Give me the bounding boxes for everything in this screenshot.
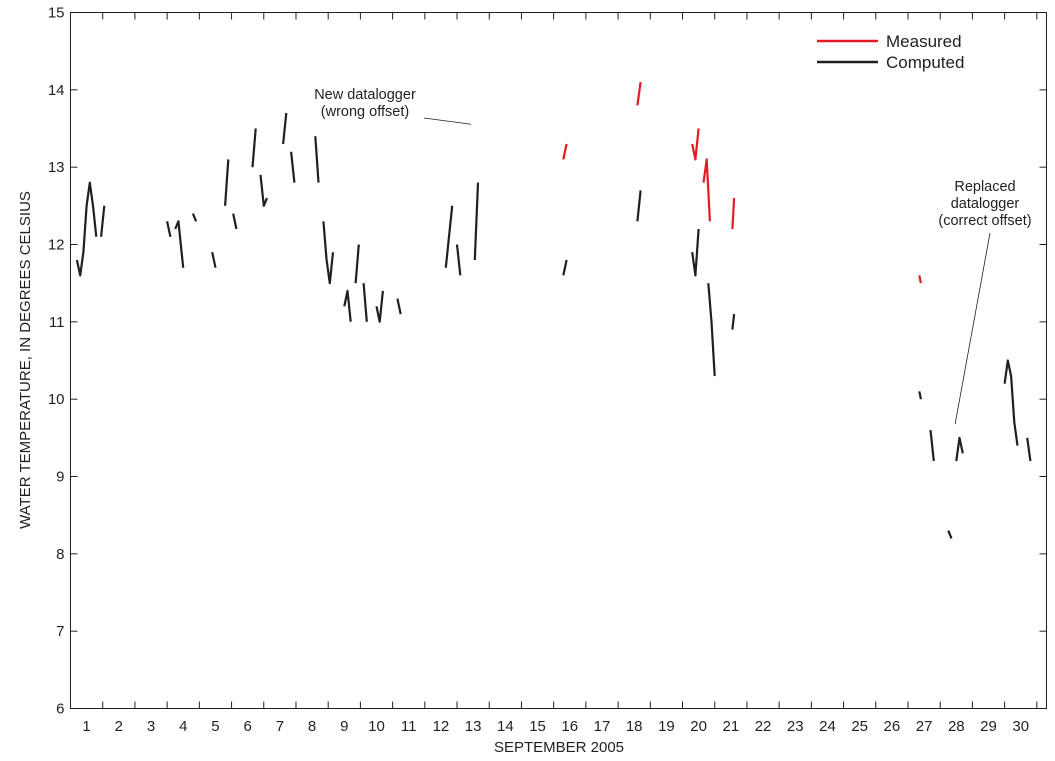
x-tick-label: 2 xyxy=(115,718,123,735)
x-tick-label: 3 xyxy=(147,718,155,735)
y-tick-label: 9 xyxy=(56,469,64,486)
x-tick-label: 1 xyxy=(82,718,90,735)
x-tick-label: 14 xyxy=(497,718,514,735)
y-tick-label: 10 xyxy=(48,391,65,408)
y-tick-label: 13 xyxy=(48,159,65,176)
x-tick-label: 13 xyxy=(465,718,482,735)
x-tick-label: 28 xyxy=(948,718,965,735)
series-line-computed xyxy=(77,113,1047,538)
annotation-replaced-datalogger: (correct offset) xyxy=(938,213,1031,229)
x-tick-label: 9 xyxy=(340,718,348,735)
y-tick-label: 8 xyxy=(56,546,64,563)
x-tick-label: 12 xyxy=(433,718,450,735)
x-tick-label: 4 xyxy=(179,718,187,735)
x-tick-label: 17 xyxy=(594,718,611,735)
y-tick-label: 6 xyxy=(56,701,64,718)
x-tick-label: 25 xyxy=(851,718,868,735)
legend-label-computed: Computed xyxy=(886,53,964,72)
x-tick-label: 27 xyxy=(916,718,933,735)
plot-frame xyxy=(70,12,1047,709)
y-tick-label: 14 xyxy=(48,82,65,99)
x-tick-label: 8 xyxy=(308,718,316,735)
series-line-measured xyxy=(563,82,951,430)
x-tick-label: 6 xyxy=(243,718,251,735)
x-tick-label: 22 xyxy=(755,718,772,735)
x-tick-label: 15 xyxy=(529,718,546,735)
annotations: New datalogger(wrong offset) Replaceddata… xyxy=(314,87,1032,425)
x-tick-label: 21 xyxy=(722,718,739,735)
annotation-leader-replaced xyxy=(954,232,991,425)
y-tick-label: 11 xyxy=(49,314,65,331)
x-tick-label: 11 xyxy=(401,718,417,735)
y-tick-label: 15 xyxy=(48,5,65,22)
y-axis-title: WATER TEMPERATURE, IN DEGREES CELSIUS xyxy=(17,191,34,529)
x-tick-label: 16 xyxy=(561,718,578,735)
annotation-new-datalogger: New datalogger xyxy=(314,87,416,103)
y-tick-label: 12 xyxy=(48,237,65,254)
legend: Measured Computed xyxy=(817,32,964,72)
annotation-new-datalogger: (wrong offset) xyxy=(321,104,409,120)
x-tick-label: 30 xyxy=(1012,718,1029,735)
annotation-leader-new xyxy=(423,117,472,125)
x-tick-label: 23 xyxy=(787,718,804,735)
x-tick-label: 10 xyxy=(368,718,385,735)
x-tick-label: 5 xyxy=(211,718,219,735)
x-tick-label: 7 xyxy=(276,718,284,735)
y-tick-label: 7 xyxy=(56,623,64,640)
x-tick-label: 24 xyxy=(819,718,836,735)
annotation-replaced-datalogger: datalogger xyxy=(951,196,1020,212)
legend-label-measured: Measured xyxy=(886,32,962,51)
annotation-replaced-datalogger: Replaced xyxy=(954,179,1015,195)
x-tick-label: 20 xyxy=(690,718,707,735)
x-tick-label: 29 xyxy=(980,718,997,735)
series-layer xyxy=(77,82,1047,538)
x-axis-title: SEPTEMBER 2005 xyxy=(494,739,624,756)
x-tick-label: 18 xyxy=(626,718,643,735)
x-tick-label: 26 xyxy=(884,718,901,735)
x-tick-label: 19 xyxy=(658,718,675,735)
